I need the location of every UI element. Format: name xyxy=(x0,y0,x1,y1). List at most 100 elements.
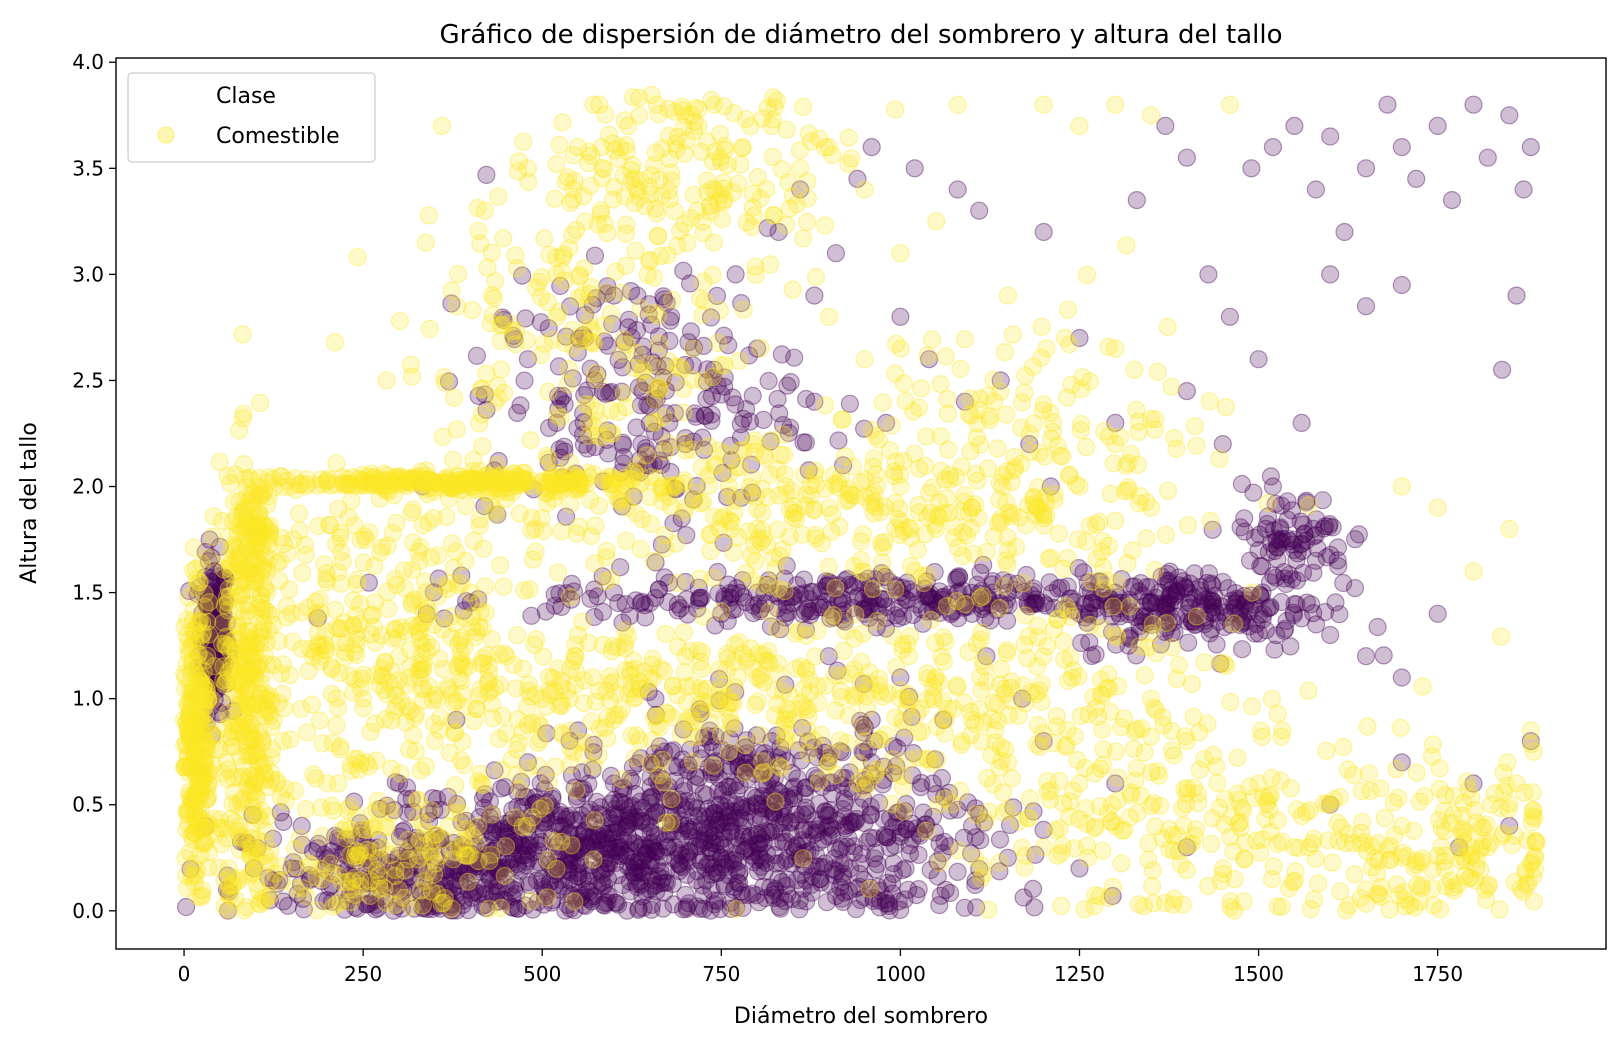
data-point xyxy=(189,658,208,677)
data-point xyxy=(499,823,518,842)
data-point xyxy=(1041,477,1060,496)
data-point xyxy=(662,742,681,761)
data-point xyxy=(347,635,366,654)
data-point xyxy=(640,594,659,613)
data-point xyxy=(1282,501,1302,520)
data-point xyxy=(923,478,942,497)
data-point xyxy=(849,754,869,773)
data-point xyxy=(694,607,713,626)
data-point xyxy=(1378,95,1397,114)
data-point xyxy=(1299,681,1318,700)
data-point xyxy=(197,595,216,614)
data-point xyxy=(208,670,227,690)
data-point xyxy=(213,591,232,610)
data-point xyxy=(198,595,217,614)
data-point xyxy=(472,380,491,399)
data-point xyxy=(481,314,500,333)
data-point xyxy=(625,748,645,768)
data-point xyxy=(565,810,584,830)
data-point xyxy=(1034,95,1053,114)
data-point xyxy=(420,319,439,338)
data-point xyxy=(215,569,234,589)
data-point xyxy=(563,190,583,209)
data-point xyxy=(634,823,653,843)
data-point xyxy=(1161,581,1181,600)
data-point xyxy=(212,596,232,615)
data-point xyxy=(631,594,651,613)
data-point xyxy=(879,894,898,913)
data-point xyxy=(1306,551,1326,570)
data-point xyxy=(569,288,588,307)
data-point xyxy=(751,339,770,358)
data-point xyxy=(683,370,702,389)
data-point xyxy=(456,497,475,516)
data-point xyxy=(554,245,573,264)
data-point xyxy=(667,357,686,376)
data-point xyxy=(629,899,648,918)
data-point xyxy=(528,756,548,776)
data-point xyxy=(471,826,490,845)
data-point xyxy=(531,716,550,736)
data-point xyxy=(200,639,220,658)
data-point xyxy=(1177,382,1197,401)
data-point xyxy=(222,564,241,584)
data-point xyxy=(351,530,370,549)
data-point xyxy=(746,552,765,571)
data-point xyxy=(1220,95,1240,114)
data-point xyxy=(798,189,817,208)
data-point xyxy=(184,538,203,557)
data-point xyxy=(855,350,874,369)
data-point xyxy=(1156,116,1175,136)
data-point xyxy=(1093,720,1112,739)
data-point xyxy=(1106,774,1125,793)
data-point xyxy=(207,641,226,660)
data-point xyxy=(220,640,239,660)
data-point xyxy=(625,359,644,378)
data-point xyxy=(839,779,858,798)
data-point xyxy=(890,599,909,618)
data-point xyxy=(846,812,865,832)
data-point xyxy=(210,618,230,638)
data-point xyxy=(281,730,300,749)
data-point xyxy=(402,789,421,808)
data-point xyxy=(199,628,218,647)
data-point xyxy=(205,609,224,629)
data-point xyxy=(613,875,632,895)
data-point xyxy=(198,611,217,630)
data-point xyxy=(177,694,197,714)
data-point xyxy=(710,301,730,320)
data-point xyxy=(516,896,535,915)
data-point xyxy=(387,513,406,533)
data-point xyxy=(643,655,662,674)
data-point xyxy=(1263,477,1283,496)
data-point xyxy=(594,876,614,895)
data-point xyxy=(208,636,227,656)
data-point xyxy=(233,325,252,344)
data-point xyxy=(537,446,556,465)
data-point xyxy=(575,784,594,803)
data-point xyxy=(208,677,227,696)
data-point xyxy=(711,149,730,168)
data-point xyxy=(576,395,596,414)
data-point xyxy=(207,595,226,614)
data-point xyxy=(652,874,671,893)
data-point xyxy=(190,645,209,665)
data-point xyxy=(593,877,612,896)
data-point xyxy=(896,859,915,878)
data-point xyxy=(805,392,824,411)
data-point xyxy=(205,562,224,581)
data-point xyxy=(236,574,256,593)
data-point xyxy=(199,635,218,655)
data-point xyxy=(475,784,494,804)
data-point xyxy=(325,333,345,352)
data-point xyxy=(526,278,546,297)
data-point xyxy=(607,807,626,826)
data-point xyxy=(1464,774,1483,793)
data-point xyxy=(867,611,887,631)
data-point xyxy=(720,511,740,530)
data-point xyxy=(654,477,673,496)
data-point xyxy=(218,884,237,903)
chart-title: Gráfico de dispersión de diámetro del so… xyxy=(439,20,1282,50)
data-point xyxy=(751,532,771,552)
data-point xyxy=(513,722,532,741)
